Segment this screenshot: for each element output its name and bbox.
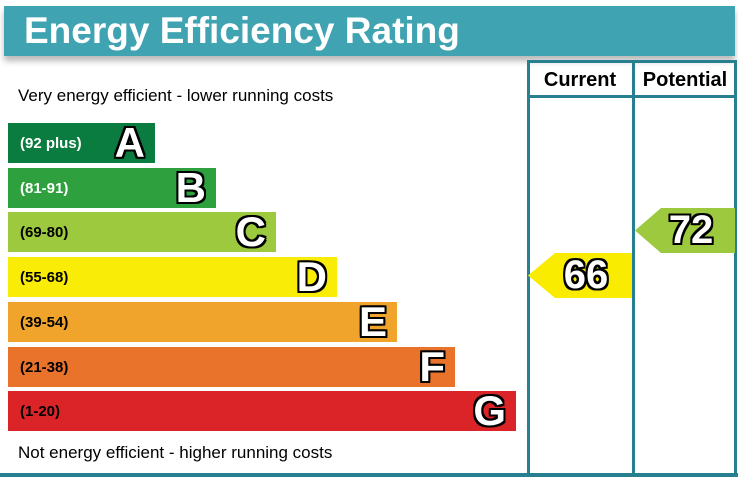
potential-rating-value: 72	[668, 208, 714, 252]
band-letter: B	[175, 164, 206, 211]
table-right-border	[734, 60, 737, 477]
band-letter: C	[235, 208, 266, 255]
band-range-label: (92 plus)	[20, 134, 82, 152]
rating-band-c: (69-80) C	[8, 208, 276, 255]
caption-very-efficient: Very energy efficient - lower running co…	[18, 86, 334, 105]
rating-band-f: (21-38) F	[8, 343, 455, 390]
potential-column-header: Potential	[642, 69, 728, 91]
band-letter: D	[296, 253, 327, 300]
chart-title: Energy Efficiency Rating	[24, 10, 460, 51]
chart-title-bar: Energy Efficiency Rating	[4, 6, 735, 56]
band-range-label: (21-38)	[20, 358, 69, 376]
rating-band-g: (1-20) G	[8, 387, 516, 434]
current-rating-arrow: 66	[528, 253, 632, 298]
band-range-label: (81-91)	[20, 179, 69, 197]
caption-not-efficient: Not energy efficient - higher running co…	[18, 443, 333, 462]
rating-band-e: (39-54) E	[8, 298, 397, 345]
table-middle-border	[632, 60, 635, 477]
table-bottom-border	[0, 473, 738, 477]
band-letter: A	[114, 119, 145, 166]
rating-band-b: (81-91) B	[8, 164, 216, 211]
band-letter: G	[473, 387, 506, 434]
potential-rating-arrow: 72	[635, 208, 735, 253]
current-rating-value: 66	[563, 253, 609, 297]
rating-band-d: (55-68) D	[8, 253, 337, 300]
band-range-label: (55-68)	[20, 268, 69, 286]
band-range-label: (39-54)	[20, 313, 69, 331]
band-letter: E	[358, 298, 387, 345]
current-column-header: Current	[543, 69, 617, 91]
band-range-label: (1-20)	[20, 402, 61, 420]
table-left-border	[527, 60, 530, 477]
rating-band-a: (92 plus) A	[8, 119, 155, 166]
band-letter: F	[419, 343, 445, 390]
band-range-label: (69-80)	[20, 223, 69, 241]
